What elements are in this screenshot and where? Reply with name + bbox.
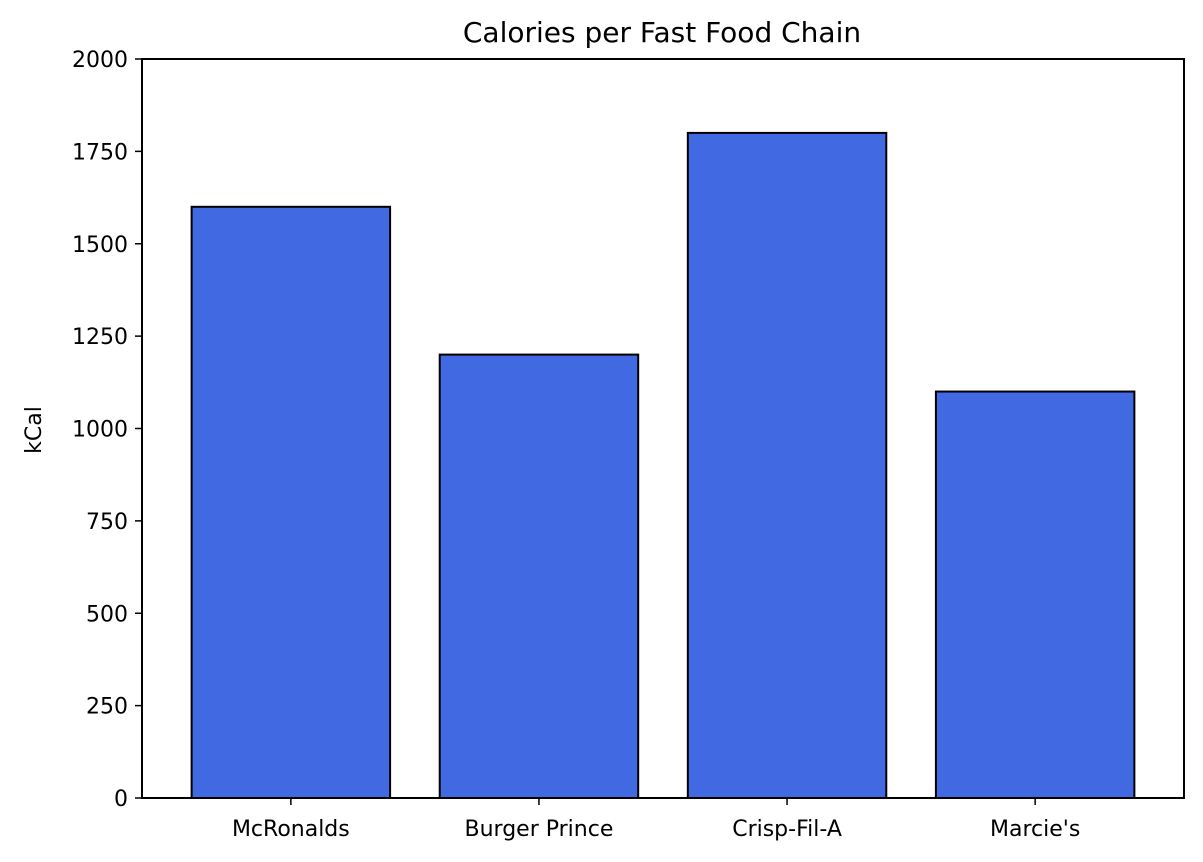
bar-crisp-fil-a: [686, 131, 888, 799]
x-tick-label: Burger Prince: [465, 817, 614, 842]
bar-mcronalds: [190, 205, 392, 800]
y-tick-label: 1000: [72, 418, 128, 443]
y-tick-label: 0: [114, 787, 128, 812]
x-ticks-group: McRonalds Burger Prince Crisp-Fil-A Marcie'…: [232, 798, 1080, 842]
bar-marcie-s: [934, 390, 1136, 799]
y-ticks-group: 0 250 500 750 1000 1250 1500 1750 2000: [72, 48, 142, 812]
bar-burger-prince: [438, 353, 640, 799]
y-axis-label: kCal: [22, 406, 47, 454]
chart-title: Calories per Fast Food Chain: [463, 16, 861, 49]
y-tick-label: 1750: [72, 140, 128, 165]
y-tick-label: 1250: [72, 325, 128, 350]
y-tick-label: 500: [86, 602, 128, 627]
x-tick-label: Marcie's: [990, 817, 1080, 842]
plot-area-frame: [141, 58, 1185, 799]
bars-group: [190, 131, 1136, 800]
y-tick-label: 250: [86, 695, 128, 720]
x-tick-label: Crisp-Fil-A: [732, 817, 842, 842]
y-tick-label: 2000: [72, 48, 128, 73]
y-tick-label: 750: [86, 510, 128, 535]
y-tick-label: 1500: [72, 233, 128, 258]
x-tick-label: McRonalds: [232, 817, 350, 842]
